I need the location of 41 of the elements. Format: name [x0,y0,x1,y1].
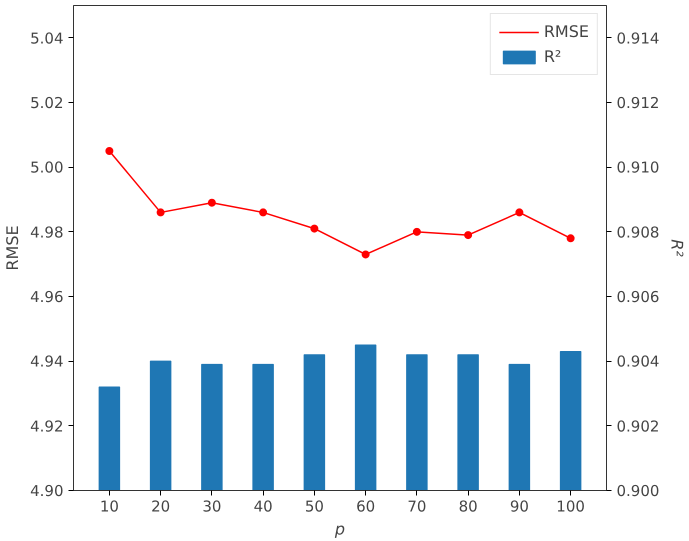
point [208,198,216,207]
x-tick-label: 10 [100,498,119,516]
y2-tick-label: 0.910 [616,158,660,177]
x-tick-label: 80 [458,498,478,516]
y2-tick-label: 0.904 [616,352,660,371]
point [105,147,114,155]
y2-tick-label: 0.906 [616,288,660,306]
x-tick-label: 70 [407,498,426,516]
point [310,224,318,233]
legend-label: RMSE [544,22,589,41]
y-tick-label: 4.90 [30,482,64,500]
y-tick-label: 5.00 [30,158,64,177]
point [412,228,421,236]
x-tick-label: 20 [151,498,170,516]
point [566,234,575,242]
y-tick-label: 4.92 [30,417,64,436]
point [464,231,472,240]
y2-tick-label: 0.900 [616,482,660,500]
y2-tick-label: 0.902 [616,417,660,436]
x-tick-label: 30 [202,498,222,516]
y2-tick-label: 0.914 [616,29,660,48]
point [259,208,268,216]
x-tick-label: 90 [510,498,529,516]
x-tick-label: 40 [254,498,273,516]
y-axis-title: RMSE [3,225,22,271]
point [362,250,370,258]
point [156,208,165,216]
y-tick-label: 5.02 [30,94,64,112]
x-tick-label: 60 [356,498,376,516]
y2-axis-title: R² [667,239,686,258]
y2-tick-label: 0.908 [616,223,660,242]
legend-label: R² [544,47,562,66]
point [515,208,524,216]
y-tick-label: 5.04 [30,29,64,48]
y-tick-label: 4.96 [30,288,64,306]
y-tick-label: 4.98 [30,223,64,242]
y2-tick-label: 0.912 [616,94,660,112]
x-axis-title: p [334,520,346,538]
x-tick-label: 50 [304,498,324,516]
y-tick-label: 4.94 [30,352,64,371]
x-tick-label: 100 [556,498,585,516]
